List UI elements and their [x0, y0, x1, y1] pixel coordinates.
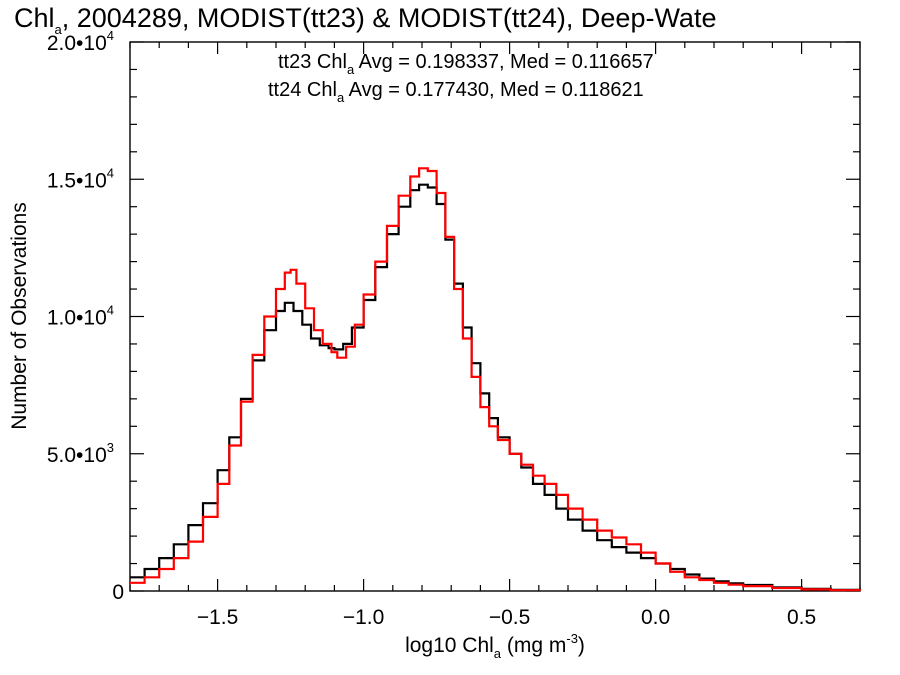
- series-tt24-line: [130, 167, 862, 592]
- x-tick-label: 0.5: [787, 606, 816, 629]
- x-tick-label: −1.5: [197, 606, 238, 629]
- y-tick-label: 2.0•104: [47, 28, 114, 55]
- chart-title: Chla, 2004289, MODIST(tt23) & MODIST(tt2…: [14, 3, 716, 37]
- series-layer: [130, 167, 862, 592]
- x-tick-label: −0.5: [489, 606, 530, 629]
- y-axis-ticks: 0 5.0•103 1.0•104 1.5•104 2.0•104: [47, 28, 860, 604]
- series-tt23-line: [130, 183, 862, 591]
- y-tick-label: 1.5•104: [47, 165, 114, 192]
- y-tick-label: 1.0•104: [47, 303, 114, 330]
- y-axis-title: Number of Observations: [8, 202, 31, 430]
- y-tick-label: 0: [112, 581, 124, 604]
- plot-frame: [129, 41, 861, 592]
- x-tick-label: 0.0: [641, 606, 670, 629]
- stat-line-tt23: tt23 Chla Avg = 0.198337, Med = 0.116657: [278, 51, 654, 77]
- x-axis-title: log10 Chla (mg m-3): [405, 631, 585, 661]
- x-tick-label: −1.0: [343, 606, 384, 629]
- x-axis-ticks: −1.5 −1.0 −0.5 0.0 0.5: [129, 42, 861, 629]
- y-tick-label: 5.0•103: [47, 440, 114, 467]
- stat-line-tt24: tt24 Chla Avg = 0.177430, Med = 0.118621: [268, 79, 644, 105]
